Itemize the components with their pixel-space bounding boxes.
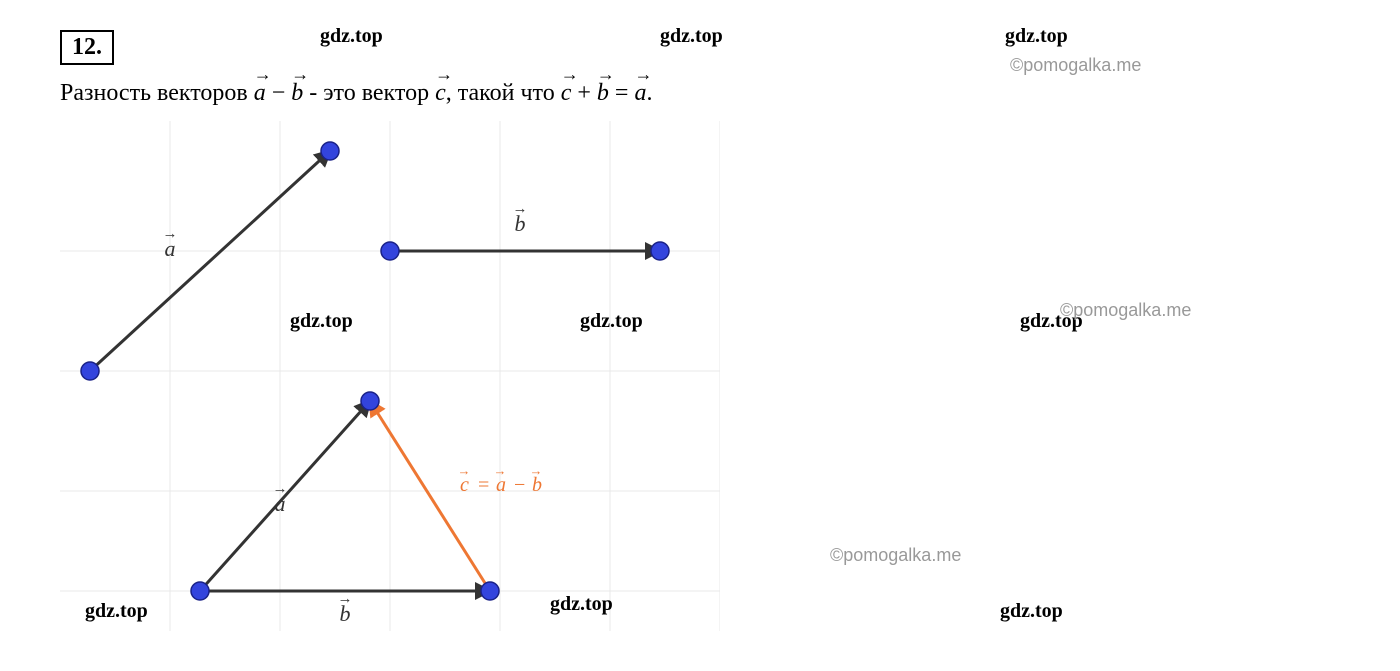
page: 12. Разность векторов →a − →b - это вект… — [0, 0, 1400, 671]
svg-text:→: → — [494, 463, 507, 478]
watermark-gdz: gdz.top — [320, 25, 383, 48]
vec-b2: →b — [597, 77, 609, 111]
watermark-gdz: gdz.top — [290, 310, 353, 333]
text-p1: Разность векторов — [60, 80, 254, 106]
problem-number: 12. — [60, 30, 114, 65]
watermark-pomogalka: ©pomogalka.me — [1060, 300, 1191, 321]
svg-text:=: = — [478, 474, 489, 496]
diagram: a→b→a→b→c→=a→−b→ — [60, 121, 720, 621]
svg-text:→: → — [163, 226, 178, 242]
svg-text:−: − — [514, 474, 525, 496]
watermark-gdz: gdz.top — [550, 593, 613, 616]
watermark-gdz: gdz.top — [580, 310, 643, 333]
svg-text:→: → — [513, 201, 528, 217]
vec-c2: →c — [561, 77, 572, 111]
watermark-gdz: gdz.top — [85, 600, 148, 623]
vec-a: →a — [254, 77, 266, 111]
watermark-gdz: gdz.top — [1005, 25, 1068, 48]
svg-text:→: → — [273, 481, 288, 497]
vec-c: →c — [435, 77, 446, 111]
watermark-pomogalka: ©pomogalka.me — [830, 545, 961, 566]
svg-text:→: → — [458, 463, 471, 478]
text-p2: - это вектор — [303, 80, 435, 106]
watermark-pomogalka: ©pomogalka.me — [1010, 55, 1141, 76]
svg-text:→: → — [338, 591, 353, 607]
vec-b: →b — [291, 77, 303, 111]
svg-text:→: → — [530, 463, 543, 478]
text-p3: , такой что — [446, 80, 561, 106]
diagram-svg: a→b→a→b→c→=a→−b→ — [60, 121, 720, 631]
watermark-gdz: gdz.top — [660, 25, 723, 48]
vec-a2: →a — [634, 77, 646, 111]
watermark-gdz: gdz.top — [1000, 600, 1063, 623]
statement: Разность векторов →a − →b - это вектор →… — [60, 77, 1340, 111]
